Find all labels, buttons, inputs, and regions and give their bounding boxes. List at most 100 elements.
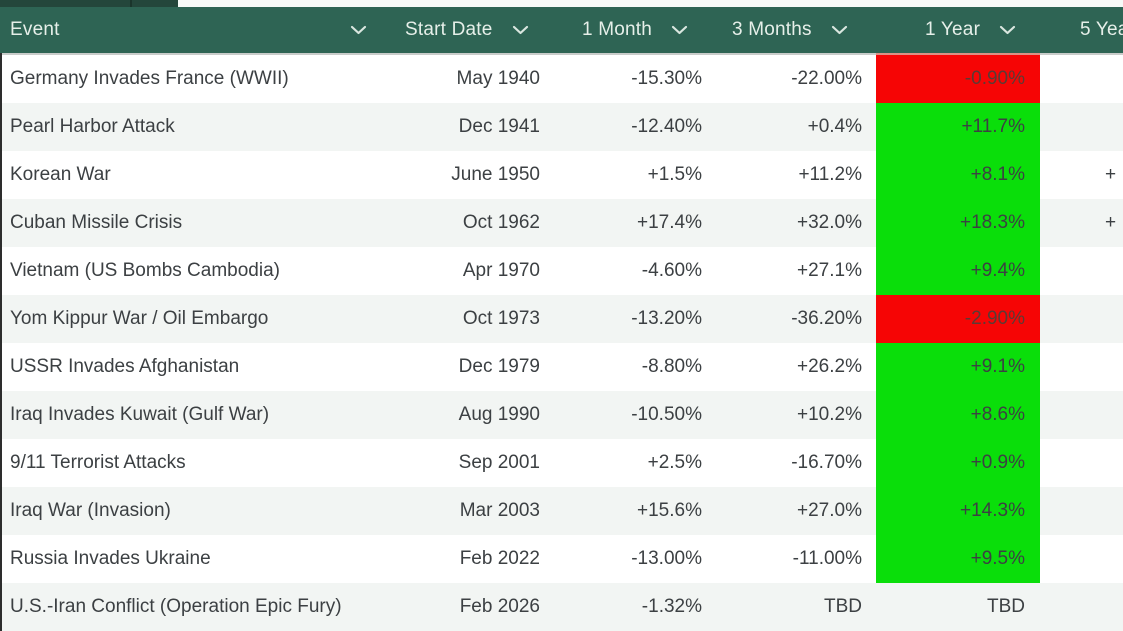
chevron-down-icon[interactable] — [671, 25, 688, 35]
three-months-cell[interactable]: +27.0% — [797, 500, 862, 521]
five-year-cell-clipped[interactable] — [1105, 535, 1123, 583]
one-month-cell[interactable]: -10.50% — [631, 404, 702, 425]
one-month-cell[interactable]: +17.4% — [637, 212, 702, 233]
one-year-cell[interactable]: +9.1% — [876, 343, 1040, 391]
start-date-cell[interactable]: Oct 1962 — [462, 212, 540, 233]
five-year-cell-clipped[interactable] — [1105, 487, 1123, 535]
table-row: USSR Invades Afghanistan Dec 1979 -8.80%… — [0, 343, 1123, 391]
chevron-down-icon — [350, 25, 367, 35]
event-cell[interactable]: Korean War — [10, 164, 111, 185]
event-cell[interactable]: U.S.-Iran Conflict (Operation Epic Fury) — [10, 596, 342, 617]
five-year-cell-clipped[interactable] — [1105, 439, 1123, 487]
event-cell[interactable]: Iraq War (Invasion) — [10, 500, 171, 521]
start-date-cell[interactable]: Feb 2022 — [459, 548, 540, 569]
one-month-cell[interactable]: -15.30% — [631, 68, 702, 89]
table-row: Pearl Harbor Attack Dec 1941 -12.40% +0.… — [0, 103, 1123, 151]
column-header-5-year[interactable]: 5 Year — [1080, 7, 1123, 53]
five-year-cell-clipped[interactable] — [1105, 343, 1123, 391]
header-separator — [0, 53, 1123, 55]
column-header-event[interactable]: Event — [10, 7, 60, 53]
start-date-cell[interactable]: June 1950 — [451, 164, 540, 185]
table-rows: Germany Invades France (WWII) May 1940 -… — [0, 55, 1123, 631]
one-year-cell[interactable]: +11.7% — [876, 103, 1040, 151]
start-date-cell[interactable]: Aug 1990 — [458, 404, 540, 425]
table-row: U.S.-Iran Conflict (Operation Epic Fury)… — [0, 583, 1123, 631]
event-cell[interactable]: Germany Invades France (WWII) — [10, 68, 289, 89]
five-year-cell-clipped[interactable]: + — [1105, 212, 1117, 233]
three-months-cell[interactable]: TBD — [824, 596, 862, 617]
start-date-cell[interactable]: Dec 1979 — [458, 356, 540, 377]
start-date-cell[interactable]: Mar 2003 — [459, 500, 540, 521]
one-month-cell[interactable]: -8.80% — [641, 356, 702, 377]
three-months-cell[interactable]: +27.1% — [797, 260, 862, 281]
chevron-down-icon[interactable] — [512, 25, 529, 35]
three-months-cell[interactable]: +0.4% — [807, 116, 862, 137]
event-sort-dropdown[interactable] — [350, 7, 367, 53]
event-cell[interactable]: Yom Kippur War / Oil Embargo — [10, 308, 269, 329]
three-months-cell[interactable]: +10.2% — [797, 404, 862, 425]
five-year-cell-clipped[interactable] — [1105, 247, 1123, 295]
one-month-cell[interactable]: +2.5% — [647, 452, 702, 473]
column-header-start-date-label: Start Date — [405, 19, 493, 40]
start-date-cell[interactable]: Oct 1973 — [462, 308, 540, 329]
chevron-down-icon[interactable] — [999, 25, 1016, 35]
table-row: Russia Invades Ukraine Feb 2022 -13.00% … — [0, 535, 1123, 583]
chevron-down-icon[interactable] — [831, 25, 848, 35]
one-month-cell[interactable]: -12.40% — [631, 116, 702, 137]
event-cell[interactable]: Pearl Harbor Attack — [10, 116, 175, 137]
start-date-cell[interactable]: May 1940 — [456, 68, 540, 89]
start-date-cell[interactable]: Dec 1941 — [458, 116, 540, 137]
one-month-cell[interactable]: -1.32% — [641, 596, 702, 617]
one-month-cell[interactable]: -4.60% — [641, 260, 702, 281]
three-months-cell[interactable]: +32.0% — [797, 212, 862, 233]
one-month-cell[interactable]: -13.20% — [631, 308, 702, 329]
event-cell[interactable]: USSR Invades Afghanistan — [10, 356, 240, 377]
three-months-cell[interactable]: -36.20% — [791, 308, 862, 329]
column-header-1-year[interactable]: 1 Year — [925, 7, 1016, 53]
header-separator-red-tint — [876, 53, 1040, 55]
column-header-3-months[interactable]: 3 Months — [732, 7, 848, 53]
left-crop-edge — [0, 53, 2, 631]
five-year-cell-clipped[interactable] — [1105, 103, 1123, 151]
table-row: Cuban Missile Crisis Oct 1962 +17.4% +32… — [0, 199, 1123, 247]
one-year-cell[interactable]: TBD — [987, 596, 1025, 617]
one-year-cell[interactable]: +9.5% — [876, 535, 1040, 583]
start-date-cell[interactable]: Feb 2026 — [459, 596, 540, 617]
column-header-start-date[interactable]: Start Date — [405, 7, 529, 53]
three-months-cell[interactable]: -16.70% — [791, 452, 862, 473]
event-cell[interactable]: Iraq Invades Kuwait (Gulf War) — [10, 404, 270, 425]
five-year-cell-clipped[interactable] — [1105, 295, 1123, 343]
table-row: Yom Kippur War / Oil Embargo Oct 1973 -1… — [0, 295, 1123, 343]
one-year-cell[interactable]: -0.90% — [876, 55, 1040, 103]
one-year-cell[interactable]: -2.90% — [876, 295, 1040, 343]
one-year-cell[interactable]: +9.4% — [876, 247, 1040, 295]
column-header-1-year-label: 1 Year — [925, 19, 981, 40]
start-date-cell[interactable]: Apr 1970 — [462, 260, 540, 281]
one-year-cell[interactable]: +18.3% — [876, 199, 1040, 247]
one-month-cell[interactable]: -13.00% — [631, 548, 702, 569]
column-header-1-month-label: 1 Month — [582, 19, 653, 40]
column-header-5-year-label: 5 Year — [1080, 19, 1123, 40]
five-year-cell-clipped[interactable] — [1105, 583, 1123, 631]
start-date-cell[interactable]: Sep 2001 — [458, 452, 540, 473]
event-cell[interactable]: Vietnam (US Bombs Cambodia) — [10, 260, 280, 281]
one-year-cell[interactable]: +0.9% — [876, 439, 1040, 487]
five-year-cell-clipped[interactable] — [1105, 55, 1123, 103]
table-row: Iraq Invades Kuwait (Gulf War) Aug 1990 … — [0, 391, 1123, 439]
one-year-cell[interactable]: +8.1% — [876, 151, 1040, 199]
five-year-cell-clipped[interactable] — [1105, 391, 1123, 439]
three-months-cell[interactable]: -22.00% — [791, 68, 862, 89]
five-year-cell-clipped[interactable]: + — [1105, 164, 1117, 185]
one-month-cell[interactable]: +15.6% — [637, 500, 702, 521]
three-months-cell[interactable]: +26.2% — [797, 356, 862, 377]
three-months-cell[interactable]: +11.2% — [798, 164, 862, 185]
one-year-cell[interactable]: +14.3% — [876, 487, 1040, 535]
column-header-1-month[interactable]: 1 Month — [582, 7, 688, 53]
one-month-cell[interactable]: +1.5% — [647, 164, 702, 185]
event-cell[interactable]: Cuban Missile Crisis — [10, 212, 183, 233]
one-year-cell[interactable]: +8.6% — [876, 391, 1040, 439]
three-months-cell[interactable]: -11.00% — [792, 548, 862, 569]
event-cell[interactable]: Russia Invades Ukraine — [10, 548, 211, 569]
event-cell[interactable]: 9/11 Terrorist Attacks — [10, 452, 186, 473]
